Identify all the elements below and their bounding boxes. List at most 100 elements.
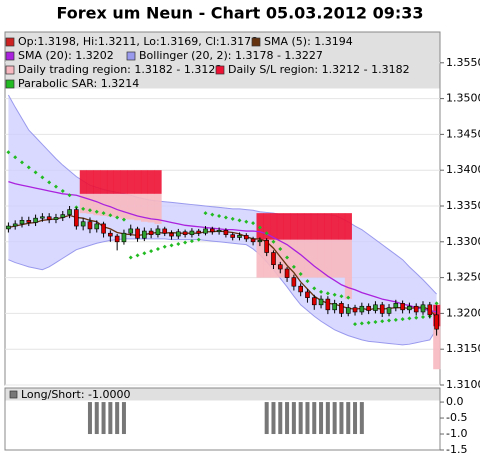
region-segment [113, 170, 121, 194]
candle-body [121, 232, 127, 243]
candle-body [332, 303, 337, 311]
candle-body [359, 305, 365, 313]
region-segment [93, 193, 101, 216]
y-tick-label: 1.3550 [446, 56, 480, 69]
candle-body [237, 235, 242, 238]
position-bar [325, 402, 330, 435]
sar-dot [135, 253, 140, 258]
candle-body [101, 223, 106, 234]
legend-label: Bollinger (20, 2): 1.3178 - 1.3227 [139, 49, 323, 62]
sar-dot [108, 213, 113, 218]
candle-body [318, 298, 324, 306]
region-segment [140, 193, 149, 222]
sar-dot [339, 294, 344, 299]
position-bar [359, 402, 364, 435]
candle-body [80, 221, 86, 227]
position-bar [346, 402, 351, 435]
region-segment [263, 213, 271, 240]
candle-body [427, 304, 433, 316]
candle-body [352, 307, 358, 313]
region-segment [310, 239, 318, 278]
region-segment [127, 170, 135, 194]
region-segment [79, 170, 87, 194]
candle-body [434, 314, 439, 330]
region-segment [120, 193, 128, 219]
band-line [8, 238, 438, 346]
candle-body [305, 291, 310, 298]
region-segment [344, 239, 352, 300]
candle-body [182, 231, 188, 235]
sar-dot [407, 316, 412, 321]
candle-body [400, 303, 405, 311]
candle-body [60, 214, 66, 218]
legend-label: Daily trading region: 1.3182 - 1.3122 [18, 63, 222, 76]
position-bar [108, 402, 113, 435]
sar-dot [230, 216, 235, 221]
sar-dot [210, 212, 215, 217]
candle-body [291, 277, 297, 287]
y-tick-label: 1.3150 [446, 342, 480, 355]
candle-body [94, 223, 100, 230]
candle-body [271, 252, 276, 266]
sar-dot [264, 231, 269, 236]
sar-dot [47, 180, 52, 185]
y-tick-label: 1.3200 [446, 306, 480, 319]
region-segment [86, 170, 94, 194]
sar-dot [387, 318, 392, 323]
position-bar [101, 402, 106, 435]
region-segment [283, 213, 291, 240]
position-bar [353, 402, 358, 435]
candle-body [189, 230, 195, 235]
sar-dot [332, 292, 337, 297]
sar-dot [203, 211, 208, 216]
sar-dot [380, 319, 385, 324]
sar-dot [121, 217, 126, 222]
candle-body [67, 209, 72, 215]
chart-title: Forex um Neun - Chart 05.03.2012 09:33 [56, 4, 423, 23]
position-bar [312, 402, 317, 435]
y-tick-label: -1.5 [446, 443, 467, 456]
legend-box [5, 32, 440, 89]
region-segment [147, 193, 155, 223]
position-bar [291, 402, 296, 435]
candle-body [162, 228, 168, 234]
candle-body [257, 240, 263, 243]
sar-dot [149, 249, 154, 254]
sar-dot [312, 286, 317, 291]
position-bar [305, 402, 310, 435]
candle-body [373, 304, 378, 311]
candle-body [203, 228, 208, 234]
candle-body [250, 238, 256, 243]
candle-body [230, 234, 235, 238]
region-segment [276, 213, 284, 240]
candle-body [33, 217, 38, 223]
candle-body [40, 216, 45, 219]
candle-body [12, 223, 18, 227]
legend-swatch [9, 390, 18, 399]
sar-dot [128, 255, 133, 260]
position-bar [278, 402, 283, 435]
sar-dot [346, 295, 351, 300]
position-bar [121, 402, 126, 435]
band-area [8, 95, 437, 345]
indicator-line [8, 214, 438, 319]
sar-dot [393, 317, 398, 322]
region-segment [338, 213, 346, 240]
candle-body [46, 216, 52, 220]
legend-label: Op:1.3198, Hi:1.3211, Lo:1.3169, Cl:1.31… [18, 35, 258, 48]
sar-dot [67, 193, 72, 198]
sar-dot [142, 251, 147, 256]
region-segment [331, 239, 339, 278]
region-segment [263, 239, 271, 278]
legend-swatch [5, 79, 15, 89]
region-segment [270, 213, 278, 240]
candle-body [169, 232, 174, 237]
sar-dot [26, 165, 31, 170]
sar-dot [6, 150, 11, 155]
legend-swatch [5, 37, 15, 47]
sar-dot [223, 215, 228, 220]
candle-body [413, 305, 419, 313]
candle-body [128, 228, 134, 234]
region-segment [86, 193, 94, 214]
